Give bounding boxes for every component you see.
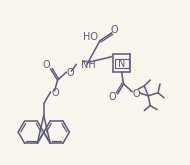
- Text: O: O: [66, 68, 74, 78]
- Text: HO: HO: [83, 32, 98, 42]
- FancyBboxPatch shape: [115, 59, 128, 68]
- Text: N: N: [118, 59, 125, 69]
- Text: O: O: [43, 60, 51, 70]
- Text: O: O: [52, 88, 59, 98]
- Text: NH: NH: [81, 60, 96, 70]
- Text: ▸: ▸: [84, 58, 86, 63]
- Text: O: O: [109, 92, 116, 102]
- Text: O: O: [111, 25, 119, 35]
- Text: O: O: [133, 89, 140, 99]
